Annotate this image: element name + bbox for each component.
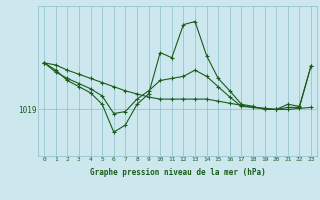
X-axis label: Graphe pression niveau de la mer (hPa): Graphe pression niveau de la mer (hPa) xyxy=(90,168,266,177)
